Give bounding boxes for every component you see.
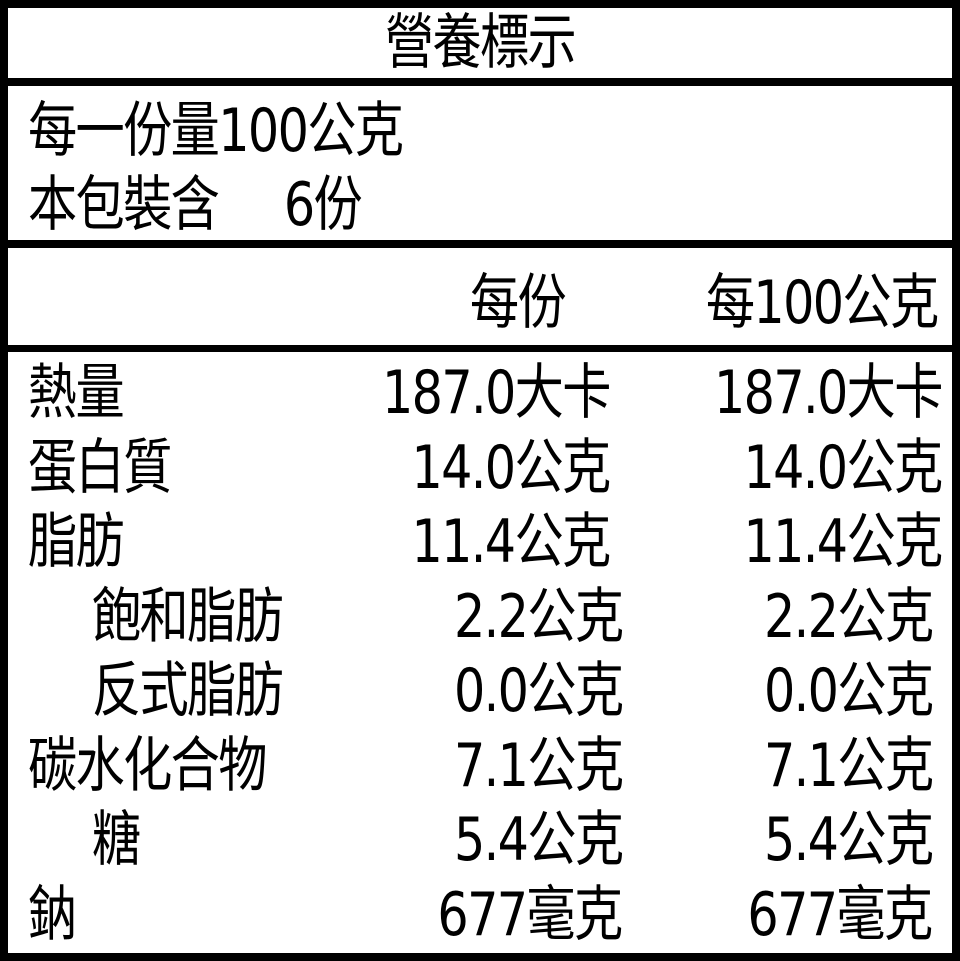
per-serving-value: 2.2公克 [453,581,624,652]
per-100g-value: 14.0公克 [743,432,944,503]
per-100g-value: 2.2公克 [763,581,934,652]
divider [0,240,960,248]
nutrient-label: 飽和脂肪 [92,581,284,652]
per-serving-value: 677毫克 [437,879,624,950]
column-header-per-serving: 每份 [469,268,567,338]
nutrient-label: 碳水化合物 [28,730,267,801]
per-serving-value: 0.0公克 [453,656,624,726]
serving-size-label: 每一份量 [28,96,220,166]
nutrient-label: 脂肪 [28,507,125,577]
nutrient-label: 鈉 [28,879,77,950]
per-serving-value: 14.0公克 [411,432,612,503]
label-title: 營養標示 [384,8,577,78]
per-100g-value: 5.4公克 [763,805,934,875]
per-100g-value: 11.4公克 [743,507,944,577]
nutrient-label: 蛋白質 [28,432,172,503]
nutrient-label: 糖 [92,805,141,875]
divider [0,78,960,86]
per-100g-value: 0.0公克 [763,656,934,726]
per-serving-value: 11.4公克 [411,507,612,577]
servings-label: 本包裝含 [28,170,220,240]
serving-size-value: 100公克 [218,96,404,166]
per-serving-value: 7.1公克 [453,730,624,801]
servings-value: 6份 [283,170,363,240]
serving-size: 每一份量100公克 [28,96,404,166]
divider [0,345,960,352]
nutrient-label: 熱量 [28,358,125,428]
per-100g-value: 187.0大卡 [714,358,943,428]
per-serving-value: 187.0大卡 [382,358,611,428]
nutrient-label: 反式脂肪 [92,656,284,726]
per-serving-value: 5.4公克 [453,805,624,875]
per-100g-value: 677毫克 [747,879,934,950]
column-header-per-100g: 每100公克 [706,268,939,338]
servings-per-package: 本包裝含 6份 [28,170,363,240]
per-100g-value: 7.1公克 [763,730,934,801]
